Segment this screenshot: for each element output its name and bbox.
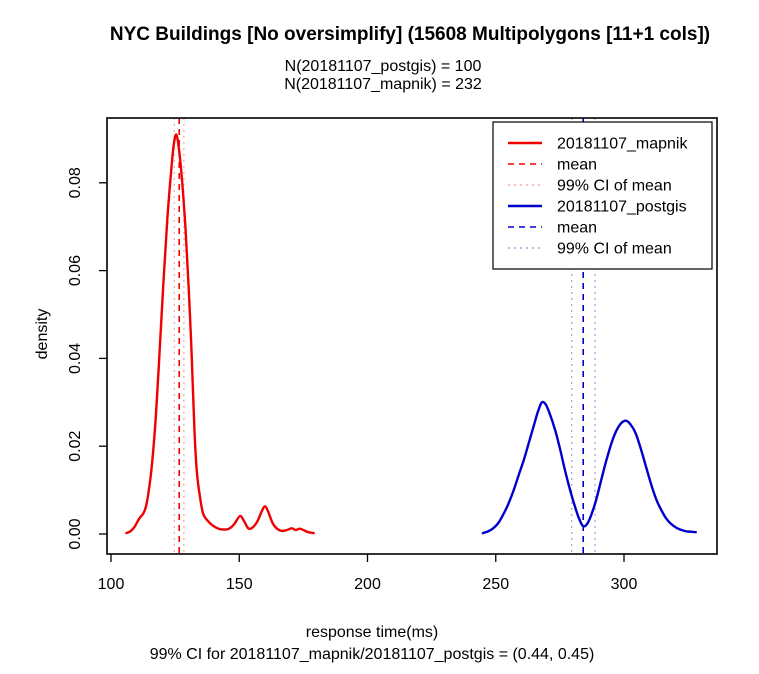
legend-label-5: 99% CI of mean: [557, 241, 672, 258]
legend-label-1: mean: [557, 157, 597, 174]
chart-subtitle-mapnik-count: N(20181107_mapnik) = 232: [284, 76, 482, 93]
chart-subtitle-postgis-count: N(20181107_postgis) = 100: [284, 58, 482, 75]
y-axis-tick-label-0.06: 0.06: [67, 255, 84, 286]
x-axis-tick-label-300: 300: [611, 576, 638, 593]
legend-label-3: 20181107_postgis: [557, 199, 687, 216]
ci-ratio-caption: 99% CI for 20181107_mapnik/20181107_post…: [149, 646, 595, 663]
y-axis-tick-label-0.02: 0.02: [67, 431, 84, 462]
y-axis-tick-label-0.00: 0.00: [67, 518, 84, 549]
density-curve-20181107_mapnik: [125, 133, 315, 535]
legend-label-2: 99% CI of mean: [557, 178, 672, 195]
y-axis-title: density: [34, 309, 51, 360]
x-axis-tick-label-200: 200: [354, 576, 381, 593]
x-axis-tick-label-250: 250: [482, 576, 509, 593]
x-axis-tick-label-100: 100: [98, 576, 125, 593]
x-axis-title: response time(ms): [305, 624, 439, 641]
plot-box: [106, 117, 718, 555]
density-curve-20181107_postgis: [481, 400, 697, 535]
legend-label-0: 20181107_mapnik: [557, 136, 688, 153]
y-axis-tick-label-0.04: 0.04: [67, 343, 84, 374]
legend-label-4: mean: [557, 220, 597, 237]
legend-box: [492, 121, 713, 270]
chart-title: NYC Buildings [No oversimplify] (15608 M…: [109, 24, 711, 45]
y-axis-tick-label-0.08: 0.08: [67, 167, 84, 198]
x-axis-tick-label-150: 150: [226, 576, 253, 593]
